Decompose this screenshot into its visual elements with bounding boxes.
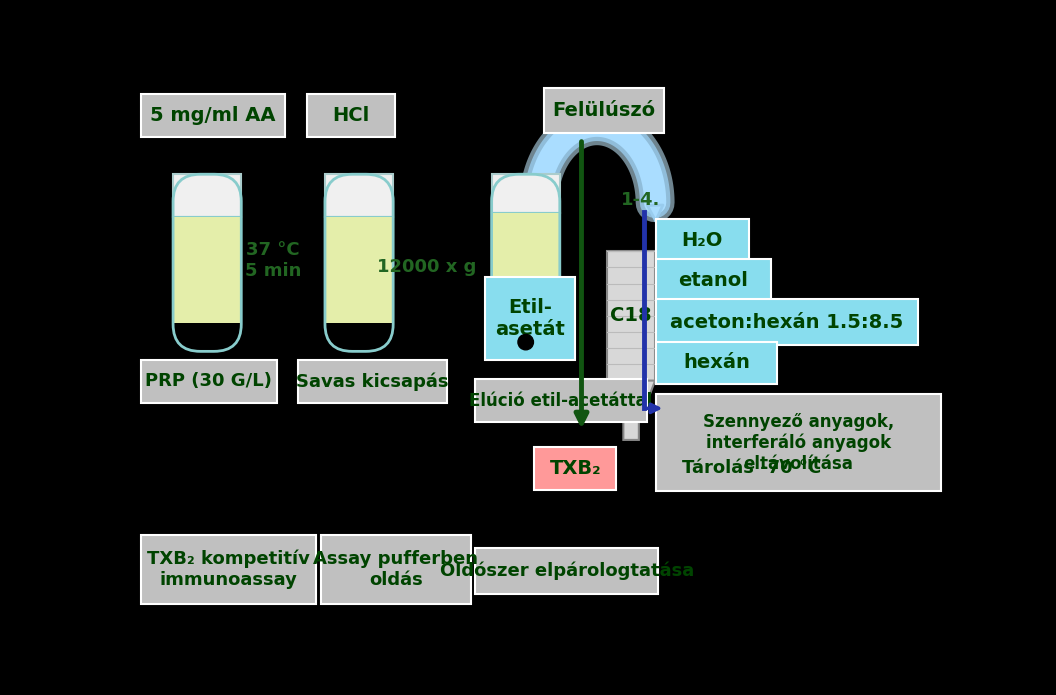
Text: aceton:hexán 1.5:8.5: aceton:hexán 1.5:8.5 [671,313,904,332]
Text: 12000 x g: 12000 x g [377,258,476,276]
Text: 5 mg/ml AA: 5 mg/ml AA [150,106,276,125]
FancyBboxPatch shape [298,360,448,403]
Text: H₂O: H₂O [682,231,723,250]
Text: Szennyező anyagok,
interferáló anyagok
eltávolítása: Szennyező anyagok, interferáló anyagok e… [703,413,894,473]
Bar [492,174,560,213]
Circle shape [517,334,533,350]
FancyBboxPatch shape [544,88,664,133]
Text: TXB₂: TXB₂ [549,459,601,478]
FancyBboxPatch shape [140,360,277,403]
Text: PRP (30 G/L): PRP (30 G/L) [146,373,272,391]
Bar [173,217,241,323]
Bar [173,174,241,217]
FancyBboxPatch shape [534,447,617,490]
FancyBboxPatch shape [321,534,471,604]
FancyBboxPatch shape [656,259,771,302]
Polygon shape [607,381,655,440]
Text: Oldószer elpárologtatása: Oldószer elpárologtatása [439,562,694,580]
FancyBboxPatch shape [607,252,655,381]
Bar [325,174,393,217]
Text: Etil-
asetát: Etil- asetát [495,297,565,338]
FancyBboxPatch shape [475,548,658,594]
Text: Assay pufferben
oldás: Assay pufferben oldás [314,550,478,589]
FancyBboxPatch shape [475,379,646,422]
Text: C18: C18 [610,306,652,325]
FancyBboxPatch shape [140,534,316,604]
FancyBboxPatch shape [666,447,835,490]
Bar [325,217,393,323]
Text: HCl: HCl [333,106,370,125]
FancyBboxPatch shape [656,219,749,262]
Text: etanol: etanol [678,271,749,290]
FancyBboxPatch shape [656,342,777,384]
Text: 37 °C
5 min: 37 °C 5 min [245,241,301,280]
Text: Savas kicsapás: Savas kicsapás [297,372,449,391]
FancyBboxPatch shape [307,95,395,138]
FancyBboxPatch shape [140,95,285,138]
FancyBboxPatch shape [656,299,918,345]
FancyBboxPatch shape [656,395,941,491]
Text: Elúció etil-acetáttal: Elúció etil-acetáttal [469,392,653,409]
Text: Tárolás -70 °C: Tárolás -70 °C [681,459,821,477]
Text: TXB₂ kompetitív
immunoassay: TXB₂ kompetitív immunoassay [147,550,309,589]
Text: hexán: hexán [683,354,750,373]
Text: 1-4.: 1-4. [621,191,660,209]
FancyBboxPatch shape [486,277,576,360]
Bar [492,213,560,305]
Text: Felülúszó: Felülúszó [552,101,656,120]
